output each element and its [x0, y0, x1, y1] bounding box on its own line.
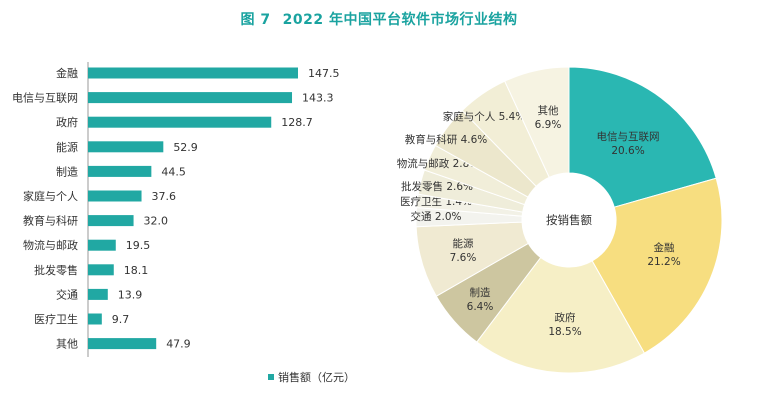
- figure-title-text: 2022 年中国平台软件市场行业结构: [282, 12, 518, 28]
- pie-slice-percent: 6.4%: [467, 301, 494, 313]
- bar-value-label: 32.0: [144, 215, 169, 228]
- pie-slice: [504, 66, 570, 179]
- bar: [88, 190, 142, 202]
- pie-slice: [591, 177, 723, 354]
- bar: [88, 239, 116, 251]
- bar-category-label: 制造: [56, 164, 78, 178]
- pie-slice-percent: 20.6%: [611, 145, 644, 157]
- bar: [88, 264, 114, 276]
- bar-category-label: 家庭与个人: [23, 189, 78, 203]
- bar: [88, 338, 157, 350]
- bar-category-label: 教育与科研: [23, 214, 78, 228]
- pie-slice-percent: 21.2%: [647, 256, 680, 268]
- bar: [88, 215, 134, 227]
- donut-center-label: 按销售额: [546, 213, 592, 227]
- donut-hole: [523, 174, 615, 266]
- pie-slice-percent: 7.6%: [450, 252, 477, 264]
- bar-value-label: 18.1: [124, 264, 149, 277]
- pie-slice-name: 能源: [453, 237, 474, 250]
- pie-slice-name: 其他: [538, 104, 559, 117]
- bar-value-label: 143.3: [302, 92, 334, 105]
- pie-slice-name: 金融: [654, 241, 675, 254]
- pie-slice-name: 制造: [470, 286, 491, 299]
- bar-category-label: 医疗卫生: [34, 312, 78, 326]
- pie-slice-percent: 18.5%: [548, 326, 581, 338]
- chart-title: 图 7 2022 年中国平台软件市场行业结构: [0, 9, 758, 29]
- bar-category-label: 物流与邮政: [23, 238, 78, 252]
- bar-category-label: 批发零售: [34, 263, 78, 277]
- bar-category-label: 电信与互联网: [12, 92, 78, 105]
- pie-slice-percent: 4.6%: [457, 134, 487, 146]
- bar-value-label: 147.5: [308, 67, 340, 80]
- pie-slice-name: 物流与邮政: [397, 157, 450, 170]
- bar-value-label: 19.5: [126, 239, 151, 252]
- bar: [88, 67, 298, 79]
- bar-legend: 销售额（亿元）: [268, 369, 355, 385]
- pie-slice-label: 教育与科研 4.6%: [405, 133, 488, 146]
- bar-category-label: 其他: [56, 338, 78, 351]
- bar: [88, 92, 293, 104]
- pie-slice: [568, 66, 717, 208]
- pie-slice-name: 电信与互联网: [597, 130, 660, 143]
- legend-swatch: [268, 374, 274, 380]
- pie-slice-name: 家庭与个人: [443, 110, 496, 123]
- pie-slice-percent: 5.4%: [495, 111, 525, 123]
- pie-slice-name: 教育与科研: [405, 133, 458, 146]
- bar-value-label: 37.6: [152, 190, 177, 203]
- bar-category-label: 能源: [56, 140, 78, 154]
- pie-slice-percent: 2.0%: [431, 211, 461, 223]
- bar-category-label: 交通: [56, 287, 78, 301]
- bar-value-label: 52.9: [173, 141, 198, 154]
- bar-value-label: 47.9: [166, 338, 191, 351]
- figure-number: 图 7: [240, 12, 271, 28]
- pie-slice-name: 批发零售: [401, 180, 443, 193]
- legend-label: 销售额（亿元）: [278, 371, 355, 384]
- bar: [88, 116, 272, 128]
- bar-value-label: 13.9: [118, 288, 142, 301]
- pie-slice-name: 医疗卫生: [400, 195, 442, 208]
- pie-slice-name: 交通: [410, 210, 431, 223]
- bar-category-label: 金融: [56, 66, 78, 80]
- pie-slice-label: 交通 2.0%: [410, 210, 461, 223]
- bar-value-label: 44.5: [161, 165, 186, 178]
- pie-slice-label: 家庭与个人 5.4%: [443, 110, 526, 123]
- bar-value-label: 9.7: [112, 313, 130, 326]
- bar: [88, 313, 102, 325]
- pie-slice-name: 政府: [555, 311, 576, 324]
- bar-value-label: 128.7: [281, 116, 313, 129]
- pie-slice-percent: 6.9%: [535, 119, 562, 131]
- pie-slice: [476, 256, 646, 374]
- bar: [88, 141, 164, 153]
- bar-category-label: 政府: [56, 115, 78, 129]
- bar: [88, 288, 108, 300]
- bar: [88, 165, 152, 177]
